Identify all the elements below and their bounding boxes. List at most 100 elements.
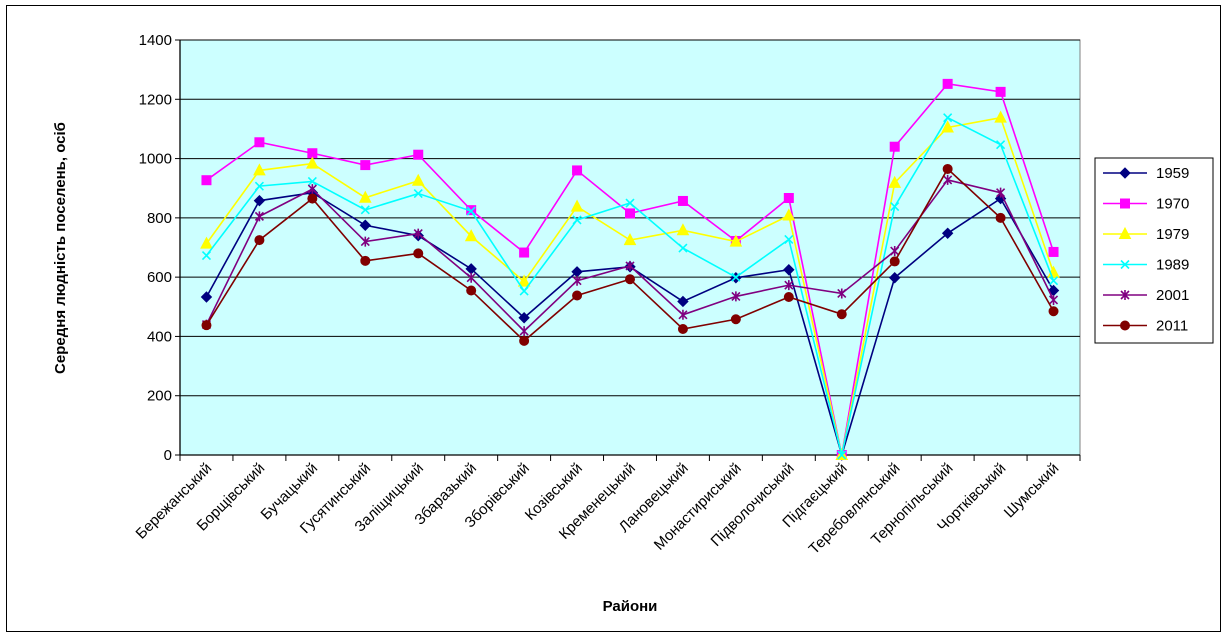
data-point [625,274,635,285]
data-point [360,236,370,247]
data-point [784,234,794,245]
data-point [994,110,1007,123]
series-1979 [200,110,1060,460]
legend-item: 1979 [1103,226,1189,243]
chart-frame: 0 200 400 600 800 1000 1200 1400 Бережанський Бо… [6,5,1221,632]
data-point [942,163,953,174]
y-tick-label: 800 [147,210,172,227]
data-point [518,312,530,324]
legend-item: 1959 [1103,165,1189,182]
data-point [254,235,265,246]
series-1989 [201,113,1059,460]
data-point [413,149,424,160]
data-point [677,324,688,335]
data-point [201,175,212,186]
data-point [943,113,953,123]
legend-label: 2011 [1156,318,1188,335]
y-tick-label: 400 [147,328,172,345]
legend-label: 1959 [1156,165,1189,182]
data-point [783,192,794,203]
data-point [996,187,1006,198]
data-point [889,256,900,267]
data-point [888,272,901,284]
legend-label: 1989 [1156,257,1189,274]
data-point [888,175,902,188]
legend-label: 1970 [1156,196,1189,213]
data-point [942,78,953,89]
data-point [201,320,212,331]
data-point [1048,276,1059,286]
data-point [837,288,847,299]
plot-area [179,39,1081,456]
legend-box [1094,157,1214,344]
legend-marker [1120,320,1130,331]
data-point [572,215,582,225]
series-2011 [201,163,1059,346]
data-point [307,193,318,204]
data-point [253,163,266,176]
data-point [254,211,264,222]
data-point [201,250,212,261]
data-point [359,219,372,231]
data-point [941,120,954,133]
legend-marker [1120,198,1130,209]
data-point [464,229,478,242]
data-point [783,292,794,303]
data-point [890,202,900,212]
data-point [623,233,637,246]
data-point [413,248,424,259]
data-point [678,309,688,320]
data-point [676,223,690,236]
x-tick-label: Теребовлянський [806,460,904,558]
data-point [995,212,1006,223]
data-point [782,208,796,221]
data-point [677,195,688,206]
data-point [784,280,794,291]
y-tick-label: 600 [147,269,172,286]
data-point [572,275,582,286]
series-2001 [201,174,1059,337]
data-point [943,174,953,185]
data-point [519,286,529,296]
data-point [625,208,635,219]
data-point [995,86,1006,97]
data-point [890,246,900,257]
data-point [519,247,530,258]
data-point [783,264,795,276]
data-point [360,160,371,171]
y-tick-label: 200 [147,388,172,405]
legend-marker [1120,259,1130,270]
data-point [836,309,847,320]
x-tick-label: Шумський [1001,460,1063,522]
data-point [360,255,371,266]
data-point [413,228,423,239]
data-point [466,272,476,283]
data-point [253,194,266,207]
data-point [731,291,741,302]
data-point [837,450,847,460]
x-axis-title: Райони [603,598,658,615]
data-point [889,141,900,152]
legend-marker [1119,167,1131,179]
data-point [1048,294,1059,305]
data-point [358,190,372,203]
data-point [254,181,264,191]
legend-item: 2001 [1103,287,1189,304]
data-point [466,206,476,216]
y-tick-label: 1000 [139,151,172,168]
data-point [570,199,584,212]
legend-marker [1120,290,1130,300]
data-point [411,173,425,186]
y-tick-label: 1200 [139,91,172,108]
data-point [678,243,688,253]
legend-label: 1979 [1156,226,1189,243]
data-point [519,335,530,346]
data-point [307,148,318,159]
data-point [466,285,477,296]
legend-marker [1118,226,1132,239]
data-point [306,156,319,169]
legend-item: 2011 [1103,318,1188,335]
y-axis-title: Середня людність поселень, осіб [52,122,69,374]
data-point [200,236,213,249]
